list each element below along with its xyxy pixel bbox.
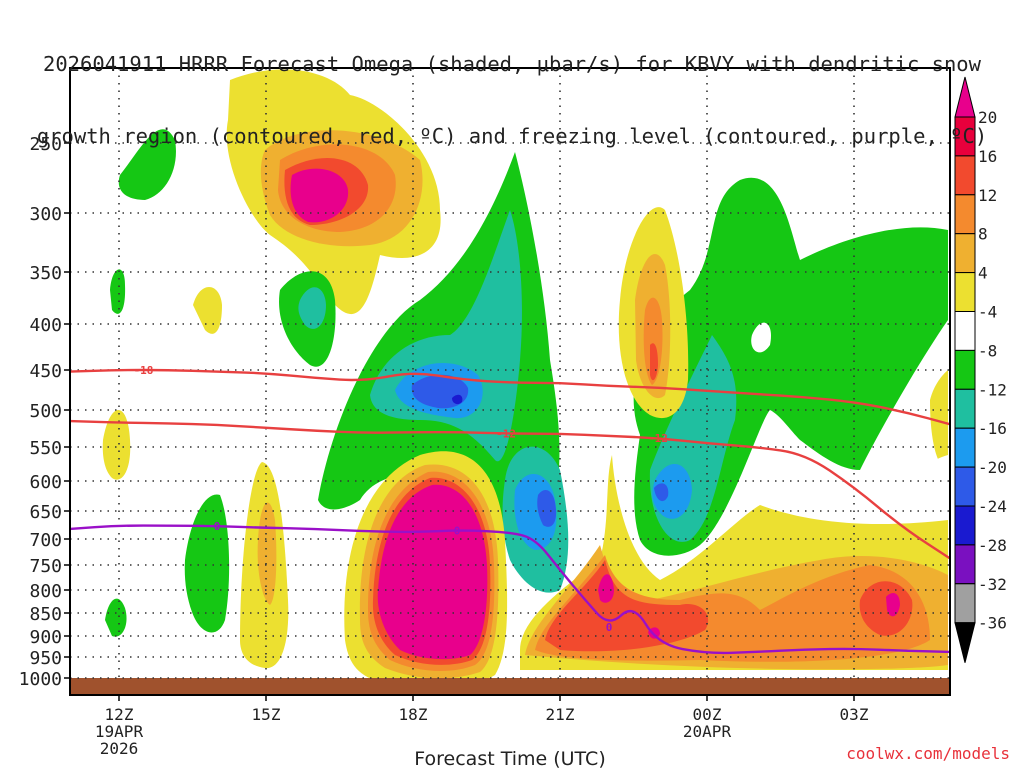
colorbar-label-9: -20	[978, 458, 1007, 477]
colorbar-segment-3	[954, 233, 976, 274]
colorbar-label-2: 12	[978, 186, 997, 205]
credit-link[interactable]: coolwx.com/models	[846, 744, 1010, 763]
omega-region-red-low-right	[545, 560, 709, 652]
xtick-label-03Z: 03Z	[840, 705, 869, 724]
omega-region-magenta-low-right-a	[598, 574, 614, 603]
ytick-label-750: 750	[29, 556, 62, 577]
omega-region-blue-right	[652, 463, 692, 519]
colorbar-label-13: -36	[978, 614, 1007, 633]
ytick-label-650: 650	[29, 502, 62, 523]
colorbar-segment-5	[954, 311, 976, 351]
omega-region-dblue-right	[654, 483, 669, 502]
colorbar-segment-7	[954, 388, 976, 429]
contour-label-2-1: 0	[454, 524, 461, 537]
xtick-label-18Z: 18Z	[399, 705, 428, 724]
omega-region-green-12z-low	[105, 598, 127, 637]
colorbar-label-3: 8	[978, 225, 988, 244]
ytick-label-900: 900	[29, 627, 62, 648]
contour-lines: -18 -12 -12 0 0 0	[70, 364, 950, 655]
ytick-label-400: 400	[29, 315, 62, 336]
ytick-label-850: 850	[29, 604, 62, 625]
xtick-sublabel-00Z-0: 20APR	[683, 722, 732, 741]
ytick-label-250: 250	[29, 134, 62, 155]
contour-label-1-1: -12	[648, 432, 668, 445]
contour-label-2-2: 0	[606, 621, 613, 634]
colorbar-label-0: 20	[978, 108, 997, 127]
omega-region-green-14z	[184, 494, 230, 633]
omega-region-yellow-14z	[193, 286, 222, 334]
ytick-label-700: 700	[29, 530, 62, 551]
ytick-label-600: 600	[29, 472, 62, 493]
contour-label-1-0: -12	[496, 428, 516, 441]
plot-frame	[69, 67, 951, 696]
omega-region-magenta-03z	[886, 593, 900, 617]
omega-region-teal-15z	[298, 287, 326, 329]
xtick-label-21Z: 21Z	[546, 705, 575, 724]
colorbar-segment-4	[954, 272, 976, 313]
chart-title-line-1: 2026041911 HRRR Forecast Omega (shaded, …	[43, 52, 981, 76]
ground-strip	[70, 678, 950, 695]
omega-region-white-hole	[751, 322, 771, 353]
ytick-label-950: 950	[29, 648, 62, 669]
ytick-label-300: 300	[29, 204, 62, 225]
colorbar-label-4: 4	[978, 264, 988, 283]
omega-region-upper-magenta	[290, 168, 349, 223]
colorbar-label-6: -8	[978, 341, 997, 360]
colorbar-label-7: -12	[978, 380, 1007, 399]
colorbar-bottom-arrow	[954, 622, 976, 663]
ytick-label-350: 350	[29, 263, 62, 284]
colorbar-segment-11	[954, 544, 976, 585]
colorbar-segment-10	[954, 505, 976, 546]
contour-dgz-18c	[70, 368, 950, 426]
contour-freezing-level-0c	[70, 524, 950, 655]
colorbar-label-5: -4	[978, 303, 997, 322]
omega-region-green-12z	[118, 129, 176, 200]
colorbar: 20 16 12 8 4 -4 -8 -12 -16 -20 -24 -28 -32 -36	[954, 76, 1007, 663]
colorbar-segment-last	[954, 583, 976, 624]
xtick-label-12Z: 12Z	[105, 705, 134, 724]
colorbar-segment-2	[954, 194, 976, 235]
omega-region-white-right-edge	[878, 455, 948, 505]
ytick-label-1000: 1000	[19, 669, 62, 690]
omega-region-yellow-12z-low	[102, 410, 131, 480]
xtick-label-00Z: 00Z	[693, 705, 722, 724]
colorbar-label-1: 16	[978, 147, 997, 166]
xtick-label-15Z: 15Z	[252, 705, 281, 724]
ytick-label-450: 450	[29, 361, 62, 382]
ytick-label-550: 550	[29, 438, 62, 459]
colorbar-label-12: -32	[978, 575, 1007, 594]
omega-region-magenta-big	[377, 484, 488, 660]
omega-region-green-12z-mid	[110, 269, 126, 314]
x-axis-label: Forecast Time (UTC)	[414, 748, 605, 768]
chart-title: 2026041911 HRRR Forecast Omega (shaded, …	[0, 4, 1024, 172]
ytick-label-800: 800	[29, 581, 62, 602]
axes: 2503003504004505005506006507007508008509…	[19, 134, 869, 768]
omega-region-red-03z	[859, 581, 913, 636]
colorbar-label-11: -28	[978, 536, 1007, 555]
ytick-label-500: 500	[29, 401, 62, 422]
omega-region-red-22z	[650, 343, 658, 381]
contour-label-2-0: 0	[214, 520, 221, 533]
omega-region-core-mid	[452, 394, 463, 405]
omega-region-yellow-edge-right	[930, 370, 948, 470]
colorbar-label-10: -24	[978, 497, 1007, 516]
xtick-sublabel-12Z-1: 2026	[100, 739, 139, 758]
omega-region-dblue-20z	[537, 490, 557, 527]
colorbar-segment-6	[954, 349, 976, 390]
colorbar-segment-8	[954, 427, 976, 468]
omega-shading	[102, 69, 948, 688]
colorbar-label-8: -16	[978, 419, 1007, 438]
chart-title-line-2: growth region (contoured, red, ºC) and f…	[36, 124, 988, 148]
xtick-sublabel-12Z-0: 19APR	[95, 722, 144, 741]
contour-dgz-12c	[70, 419, 950, 560]
colorbar-segment-9	[954, 466, 976, 507]
contour-label-0-0: -18	[134, 364, 154, 377]
